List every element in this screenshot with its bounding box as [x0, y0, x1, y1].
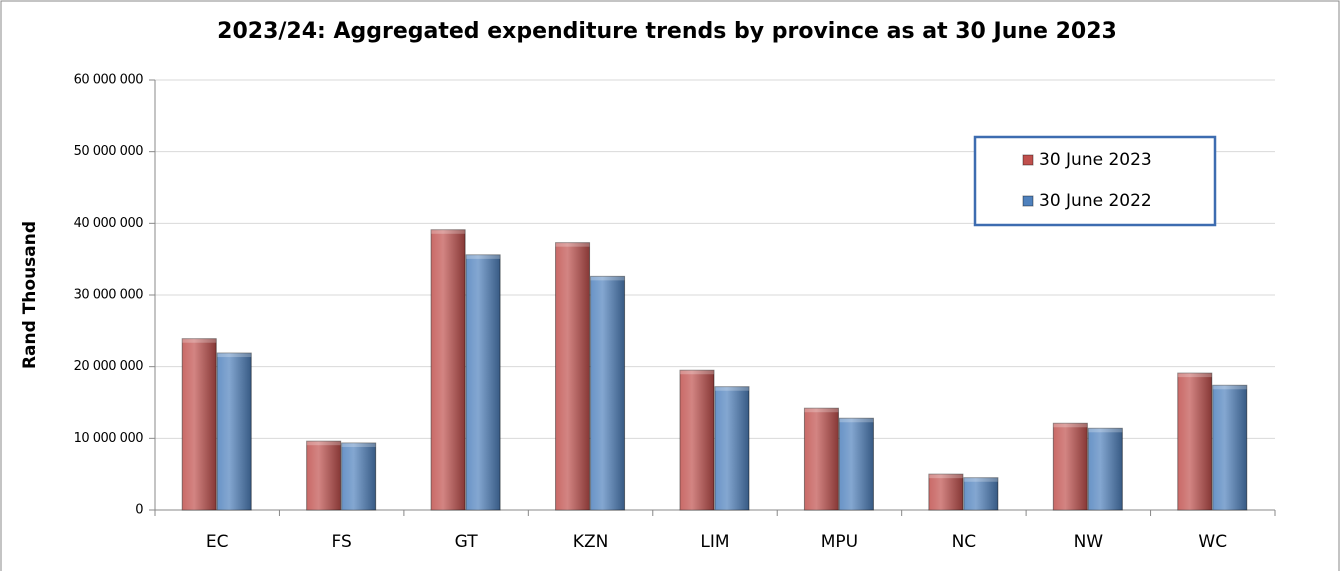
legend-swatch [1022, 195, 1034, 207]
bar-cap [1212, 385, 1247, 390]
bar-shade [1053, 423, 1088, 510]
bar-shade [1212, 385, 1247, 510]
x-tick-label: MPU [821, 532, 858, 552]
x-tick-label: LIM [700, 532, 729, 552]
chart-title: 2023/24: Aggregated expenditure trends b… [217, 19, 1117, 44]
bar-shade [431, 229, 466, 511]
x-tick-label: GT [455, 532, 479, 552]
bar-cap [804, 408, 839, 413]
x-tick-label: WC [1198, 532, 1227, 552]
legend-label: 30 June 2022 [1039, 191, 1152, 211]
bar-cap [1053, 423, 1088, 428]
legend-label: 30 June 2023 [1039, 150, 1152, 170]
y-tick-label: 50 000 000 [74, 144, 144, 159]
y-tick-label: 40 000 000 [74, 216, 144, 231]
bar-shade [804, 408, 839, 510]
legend-swatch [1022, 154, 1034, 166]
bar-shade [715, 386, 749, 510]
bar-cap [555, 242, 590, 247]
bar-cap [963, 477, 998, 482]
bar-shade [1177, 373, 1212, 510]
bar-cap [928, 474, 963, 479]
x-tick-label: EC [206, 532, 229, 552]
bar-shade [928, 474, 963, 510]
bar-cap [590, 276, 625, 281]
x-tick-label: FS [332, 532, 352, 552]
x-tick-label: KZN [573, 532, 609, 552]
bar-cap [431, 229, 466, 234]
y-tick-label: 30 000 000 [74, 288, 144, 303]
y-tick-label: 0 [135, 503, 143, 518]
bar-cap [680, 370, 714, 375]
y-tick-label: 20 000 000 [74, 359, 144, 374]
bar-cap [182, 338, 217, 343]
bar-shade [590, 276, 625, 510]
bar-cap [715, 386, 749, 391]
bar-shade [963, 477, 998, 510]
bar-cap [341, 442, 376, 447]
legend-box [973, 135, 1217, 227]
bar-cap [306, 441, 341, 446]
bar-shade [341, 442, 376, 510]
bar-cap [1088, 428, 1123, 433]
bar-cap [466, 254, 501, 259]
x-tick-label: NW [1074, 532, 1104, 552]
bar-shade [217, 353, 252, 510]
y-tick-label: 10 000 000 [74, 431, 144, 446]
bar-cap [839, 418, 874, 423]
bar-shade [555, 242, 590, 510]
bar-shade [1088, 428, 1123, 510]
bar-cap [217, 353, 252, 358]
bar-shade [466, 254, 501, 510]
y-axis-label: Rand Thousand [20, 221, 40, 369]
bar-shade [182, 338, 217, 510]
bar-shade [680, 370, 714, 510]
bar-shade [306, 441, 341, 510]
bar-shade [839, 418, 874, 510]
y-tick-label: 60 000 000 [74, 73, 144, 88]
bar-cap [1177, 373, 1212, 378]
x-tick-label: NC [952, 532, 977, 552]
